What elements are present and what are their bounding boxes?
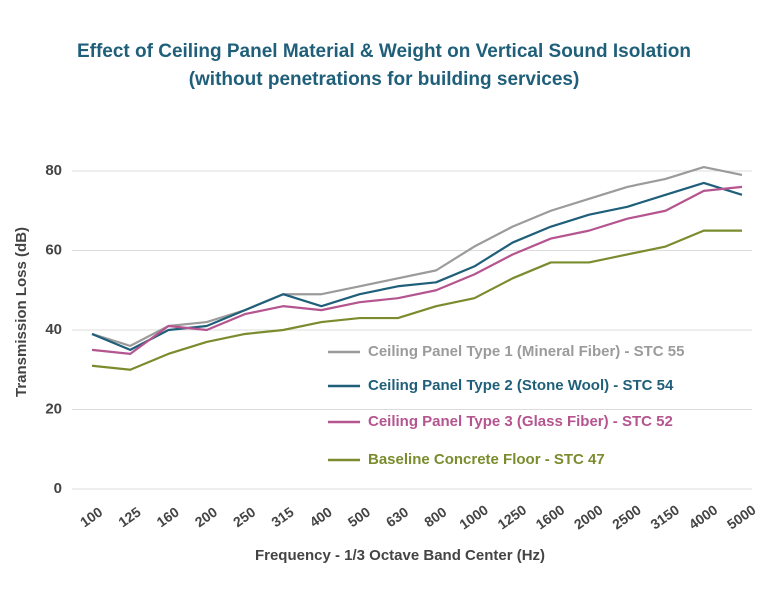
legend-label: Baseline Concrete Floor - STC 47	[368, 451, 605, 468]
y-tick-label: 20	[45, 400, 62, 417]
y-tick-label: 60	[45, 241, 62, 258]
series-line	[91, 185, 743, 355]
x-tick-label: 2500	[609, 501, 644, 532]
series-line	[91, 229, 742, 371]
x-tick-label: 500	[345, 504, 373, 531]
x-tick-label: 315	[268, 504, 296, 531]
x-axis-label: Frequency - 1/3 Octave Band Center (Hz)	[255, 547, 545, 564]
y-axis-label: Transmission Loss (dB)	[13, 227, 30, 397]
x-tick-label: 250	[230, 504, 258, 531]
x-tick-label: 100	[77, 504, 105, 531]
x-tick-label: 125	[115, 504, 143, 531]
x-tick-label: 630	[383, 504, 411, 531]
chart-subtitle: (without penetrations for building servi…	[189, 69, 580, 90]
x-tick-label: 1000	[456, 501, 491, 532]
y-tick-label: 80	[45, 162, 62, 179]
x-tick-label: 800	[421, 504, 449, 531]
chart-title: Effect of Ceiling Panel Material & Weigh…	[77, 41, 691, 62]
x-tick-label: 1250	[494, 501, 529, 532]
x-tick-label: 160	[154, 504, 182, 531]
series-line	[91, 181, 743, 351]
series-line	[91, 165, 743, 347]
x-tick-label: 5000	[724, 501, 759, 532]
x-tick-label: 2000	[571, 501, 606, 532]
y-tick-label: 0	[54, 480, 62, 497]
x-tick-label: 3150	[647, 501, 682, 532]
x-tick-label: 200	[192, 504, 220, 531]
y-tick-label: 40	[45, 321, 62, 338]
legend-label: Ceiling Panel Type 1 (Mineral Fiber) - S…	[368, 343, 684, 360]
legend-label: Ceiling Panel Type 2 (Stone Wool) - STC …	[368, 377, 674, 394]
x-tick-label: 400	[307, 504, 335, 531]
x-tick-label: 1600	[533, 501, 568, 532]
legend-label: Ceiling Panel Type 3 (Glass Fiber) - STC…	[368, 413, 673, 430]
x-tick-label: 4000	[686, 501, 721, 532]
